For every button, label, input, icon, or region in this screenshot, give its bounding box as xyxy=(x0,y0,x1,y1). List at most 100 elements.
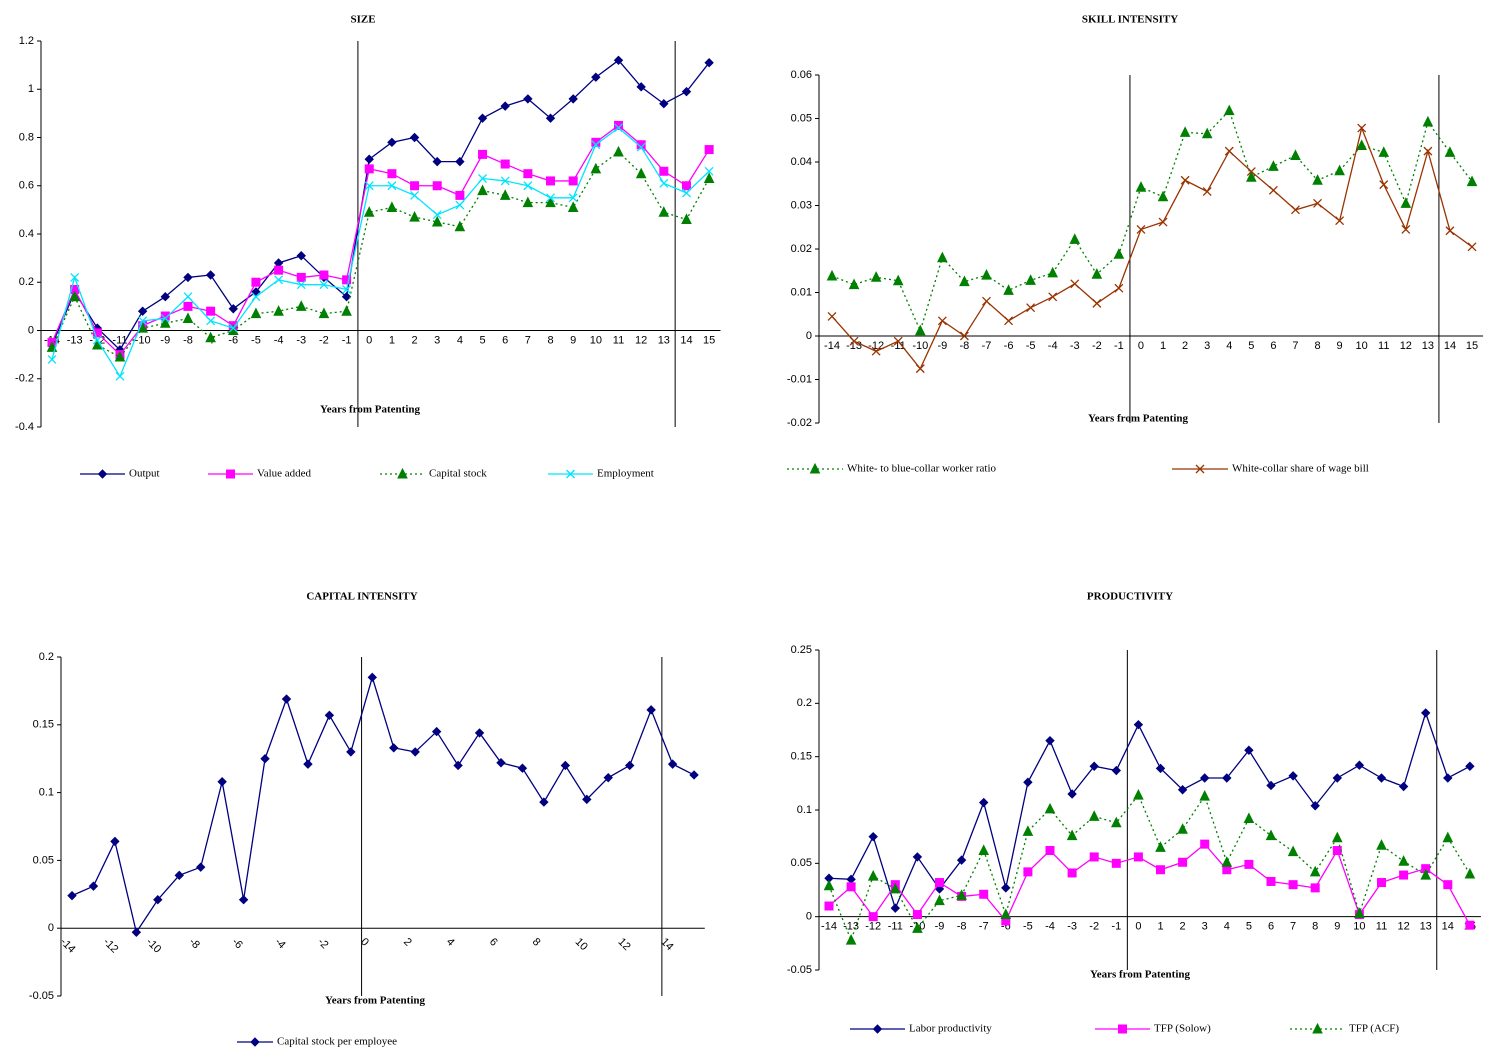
marker xyxy=(659,166,669,176)
x-tick-label: -13 xyxy=(67,334,83,346)
marker xyxy=(341,292,352,302)
marker xyxy=(250,1037,260,1047)
x-tick-label: 15 xyxy=(703,334,715,346)
y-tick-label: 0.05 xyxy=(33,854,54,866)
marker xyxy=(69,290,80,302)
x-tick-label: 0 xyxy=(366,334,372,346)
y-tick-label: 0 xyxy=(28,324,34,336)
marker xyxy=(658,206,670,217)
marker xyxy=(614,123,623,133)
legend-label: White- to blue-collar worker ratio xyxy=(847,463,997,475)
marker xyxy=(1066,829,1078,841)
x-tick-label: 7 xyxy=(525,334,531,346)
marker xyxy=(1398,781,1409,792)
marker xyxy=(591,140,601,150)
marker xyxy=(566,469,575,479)
marker xyxy=(1445,226,1455,236)
marker xyxy=(1398,855,1409,866)
x-tick-label: 9 xyxy=(1334,921,1340,933)
marker xyxy=(1200,839,1210,849)
marker xyxy=(1195,464,1205,474)
x-tick-label: 1 xyxy=(1160,340,1166,352)
marker xyxy=(205,331,216,343)
series-line xyxy=(828,710,1471,911)
x-tick-label: 6 xyxy=(1270,340,1276,352)
marker xyxy=(47,354,57,364)
marker xyxy=(1070,279,1080,289)
x-tick-label: -9 xyxy=(160,334,170,346)
marker xyxy=(1354,907,1365,918)
marker xyxy=(1266,780,1276,791)
marker xyxy=(477,113,488,123)
marker xyxy=(431,215,443,227)
x-axis-title: Years from Patenting xyxy=(1088,413,1188,425)
marker xyxy=(1133,852,1143,862)
marker xyxy=(159,317,171,328)
marker xyxy=(1399,870,1409,880)
marker xyxy=(363,206,375,217)
x-tick-label: -10 xyxy=(912,340,928,352)
x-tick-label: -5 xyxy=(1023,921,1033,933)
marker xyxy=(1111,765,1122,776)
marker xyxy=(97,469,108,479)
marker xyxy=(455,156,465,167)
marker xyxy=(1312,1022,1323,1034)
marker xyxy=(1045,735,1055,746)
marker xyxy=(1465,761,1475,771)
marker xyxy=(613,55,624,66)
marker xyxy=(522,196,534,208)
marker xyxy=(206,316,216,326)
marker xyxy=(1067,789,1077,799)
marker xyxy=(568,94,578,104)
marker xyxy=(809,462,821,474)
marker xyxy=(1089,852,1099,862)
marker xyxy=(346,747,356,757)
marker xyxy=(870,271,882,282)
marker xyxy=(546,193,555,203)
marker xyxy=(319,270,329,280)
marker xyxy=(387,181,397,191)
x-tick-label: -4 xyxy=(1045,921,1055,933)
x-tick-label: -1 xyxy=(342,334,352,346)
y-tick-label: 0.03 xyxy=(791,199,812,211)
marker xyxy=(195,862,206,872)
marker xyxy=(1356,139,1367,150)
x-tick-label: -9 xyxy=(935,921,945,933)
x-tick-label: -1 xyxy=(1114,340,1124,352)
marker xyxy=(205,270,216,280)
marker xyxy=(1288,771,1298,781)
marker xyxy=(624,760,635,771)
marker xyxy=(1177,785,1188,795)
y-tick-label: 0.1 xyxy=(797,804,812,816)
marker xyxy=(681,213,692,225)
x-tick-label: 4 xyxy=(457,334,463,346)
x-tick-label: 2 xyxy=(1182,340,1188,352)
y-tick-label: 0.4 xyxy=(19,228,34,240)
marker xyxy=(174,870,184,881)
x-tick-label: 8 xyxy=(547,334,553,346)
marker xyxy=(273,305,284,316)
x-tick-label: -13 xyxy=(843,921,859,933)
x-tick-label: 4 xyxy=(1224,921,1230,933)
marker xyxy=(848,278,860,290)
x-tick-label: 13 xyxy=(1422,340,1434,352)
marker xyxy=(1268,160,1279,171)
chart-title: SKILL INTENSITY xyxy=(1082,14,1178,26)
x-tick-label: -6 xyxy=(1004,340,1014,352)
marker xyxy=(131,927,142,937)
marker xyxy=(1133,788,1144,800)
marker xyxy=(500,159,510,169)
marker xyxy=(937,316,947,326)
marker xyxy=(871,346,881,356)
marker xyxy=(1155,841,1166,852)
chart-title: CAPITAL INTENSITY xyxy=(306,591,417,603)
x-tick-label: 15 xyxy=(1466,340,1478,352)
x-tick-label: 5 xyxy=(479,334,485,346)
marker xyxy=(432,181,442,191)
x-tick-label: -1 xyxy=(1111,921,1121,933)
x-tick-label: 7 xyxy=(1290,921,1296,933)
x-tick-label: -6 xyxy=(228,334,238,346)
x-tick-label: 14 xyxy=(1442,921,1454,933)
marker xyxy=(912,910,922,920)
marker xyxy=(546,176,556,186)
